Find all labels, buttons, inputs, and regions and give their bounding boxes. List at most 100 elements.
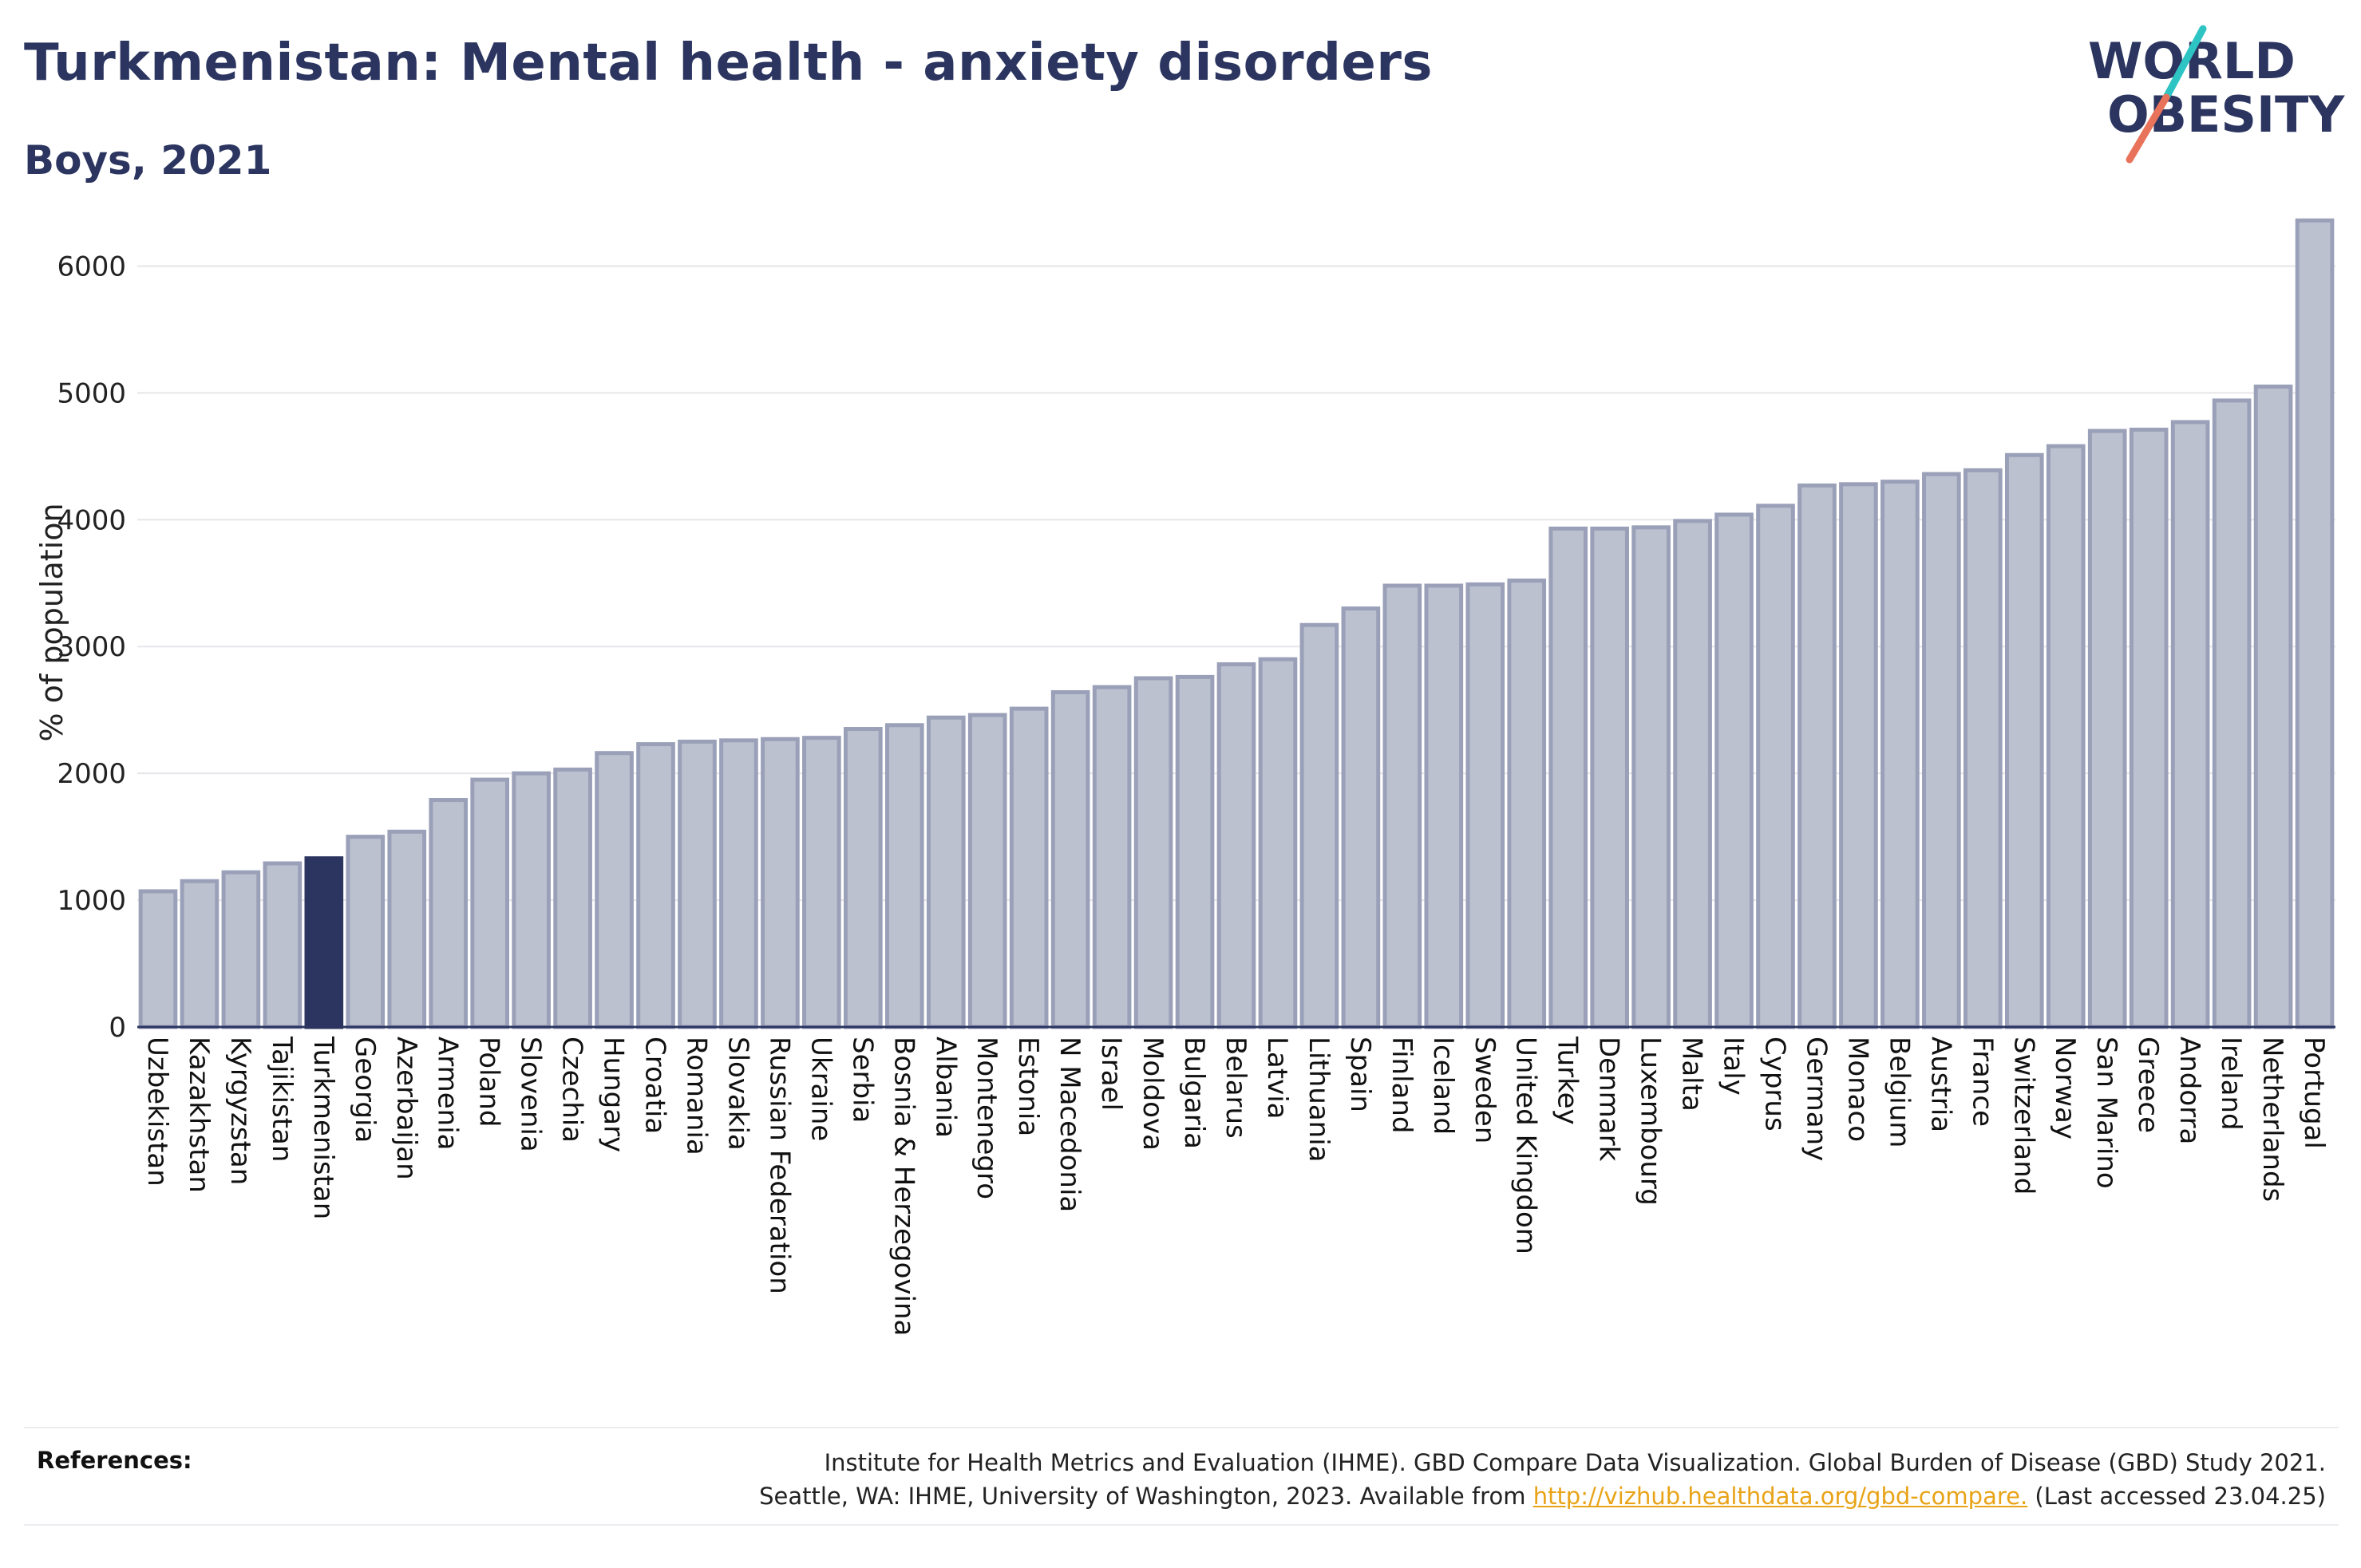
bar-serbia <box>844 727 883 1029</box>
x-tick-label: Ukraine <box>805 1037 836 1141</box>
x-tick-label: Czechia <box>556 1037 588 1143</box>
x-tick-label: France <box>1966 1037 1998 1127</box>
bar-ireland <box>2212 398 2252 1029</box>
x-tick-label: Monaco <box>1841 1037 1873 1142</box>
bar-russian-federation <box>761 737 800 1029</box>
logo-text-world: WORLD <box>2088 32 2296 90</box>
x-tick-label: Bosnia & Herzegovina <box>888 1037 919 1336</box>
y-tick-label: 3000 <box>57 631 126 663</box>
x-tick-label: Cyprus <box>1759 1037 1791 1132</box>
x-tick-label: Estonia <box>1012 1037 1044 1136</box>
bar-georgia <box>346 835 386 1029</box>
x-tick-label: Georgia <box>349 1037 381 1143</box>
reference-link[interactable]: http://vizhub.healthdata.org/gbd-compare… <box>1532 1483 2028 1510</box>
bar-layer <box>138 218 2335 1029</box>
bar-tajikistan <box>263 861 303 1029</box>
bar-kyrgyzstan <box>221 870 261 1029</box>
y-tick-label: 1000 <box>57 885 126 917</box>
bar-bosnia-herzegovina <box>884 723 924 1029</box>
x-tick-label: Belarus <box>1220 1037 1252 1139</box>
x-tick-label: Ireland <box>2215 1037 2247 1131</box>
bar-azerbaijan <box>387 829 427 1029</box>
x-tick-label: Latvia <box>1261 1037 1293 1120</box>
bar-albania <box>926 715 966 1029</box>
bar-san-marino <box>2087 429 2127 1029</box>
x-tick-label: Tajikistan <box>266 1036 298 1162</box>
logo-slash-top <box>2162 25 2207 101</box>
bar-moldova <box>1133 676 1173 1029</box>
x-tick-label: Netherlands <box>2256 1037 2288 1202</box>
x-tick-label: Montenegro <box>971 1037 1003 1199</box>
x-tick-label: Romania <box>680 1037 712 1155</box>
x-tick-label: San Marino <box>2090 1037 2122 1189</box>
references-text: Institute for Health Metrics and Evaluat… <box>759 1446 2326 1513</box>
x-tick-label: Kyrgyzstan <box>224 1037 256 1185</box>
chart-title: Turkmenistan: Mental health - anxiety di… <box>24 34 1433 93</box>
bar-iceland <box>1424 583 1464 1029</box>
x-tick-label: Russian Federation <box>763 1037 795 1294</box>
x-tick-label: Germany <box>1800 1037 1832 1161</box>
bar-portugal <box>2295 218 2335 1029</box>
bar-sweden <box>1465 582 1505 1029</box>
bar-turkmenistan <box>304 856 344 1029</box>
chart-subtitle: Boys, 2021 <box>24 137 272 184</box>
bar-france <box>1963 468 2003 1029</box>
bar-estonia <box>1009 706 1049 1029</box>
x-tick-label: Slovakia <box>722 1037 753 1151</box>
reference-line-2-suffix: (Last accessed 23.04.25) <box>2027 1483 2326 1510</box>
bar-italy <box>1714 512 1754 1029</box>
bar-montenegro <box>967 713 1007 1029</box>
x-tick-label: Israel <box>1095 1037 1127 1111</box>
x-tick-label: Poland <box>473 1037 505 1128</box>
x-tick-label: Sweden <box>1469 1037 1501 1143</box>
x-tick-label: Austria <box>1924 1037 1956 1132</box>
bar-lithuania <box>1299 622 1339 1029</box>
x-tick-label: Turkey <box>1552 1036 1584 1125</box>
y-tick-label: 4000 <box>57 504 126 536</box>
y-tick-label: 0 <box>109 1012 126 1044</box>
bar-germany <box>1797 483 1837 1029</box>
x-tick-label: Malta <box>1676 1037 1708 1112</box>
bar-cyprus <box>1756 504 1795 1029</box>
bar-united-kingdom <box>1507 579 1547 1029</box>
bar-slovakia <box>719 738 758 1029</box>
x-tick-label: Norway <box>2049 1037 2081 1139</box>
x-tick-label: Moldova <box>1137 1037 1169 1151</box>
world-obesity-logo: WORLD OBESITY <box>2088 25 2345 164</box>
footer-divider-top <box>24 1427 2339 1428</box>
x-tick-label: Bulgaria <box>1178 1037 1210 1149</box>
bar-slovenia <box>512 771 551 1029</box>
bar-poland <box>470 777 510 1029</box>
bar-armenia <box>429 798 469 1029</box>
x-tick-label: Finland <box>1386 1037 1418 1134</box>
x-tick-label: Kazakhstan <box>183 1037 215 1193</box>
x-tick-label: Armenia <box>432 1037 464 1151</box>
bar-bulgaria <box>1175 674 1215 1029</box>
x-tick-label: Serbia <box>846 1037 878 1123</box>
bar-latvia <box>1258 657 1298 1029</box>
x-tick-label: Azerbaijan <box>390 1037 422 1180</box>
bar-spain <box>1341 606 1381 1029</box>
bar-croatia <box>636 742 675 1029</box>
x-tick-label: Denmark <box>1593 1037 1625 1162</box>
bar-n-macedonia <box>1050 689 1090 1029</box>
y-tick-label: 6000 <box>57 251 126 282</box>
bar-norway <box>2046 444 2086 1029</box>
bar-israel <box>1092 685 1132 1029</box>
bar-greece <box>2129 427 2169 1029</box>
reference-line-1: Institute for Health Metrics and Evaluat… <box>824 1449 2326 1476</box>
x-tick-label: Uzbekistan <box>141 1037 173 1187</box>
x-tick-label: Andorra <box>2173 1037 2205 1144</box>
y-axis-label: % of population <box>34 503 69 741</box>
x-tick-label: Greece <box>2132 1037 2164 1133</box>
x-tick-label: Belgium <box>1883 1037 1915 1147</box>
bar-switzerland <box>2004 452 2044 1029</box>
x-tick-label: Lithuania <box>1303 1037 1335 1162</box>
bar-uzbekistan <box>138 889 178 1029</box>
bar-kazakhstan <box>180 879 219 1029</box>
x-tick-label: Iceland <box>1427 1037 1459 1135</box>
bar-belgium <box>1880 480 1920 1029</box>
x-tick-label: Italy <box>1718 1037 1750 1096</box>
bar-turkey <box>1548 526 1588 1029</box>
x-tick-label: Slovenia <box>515 1037 547 1152</box>
